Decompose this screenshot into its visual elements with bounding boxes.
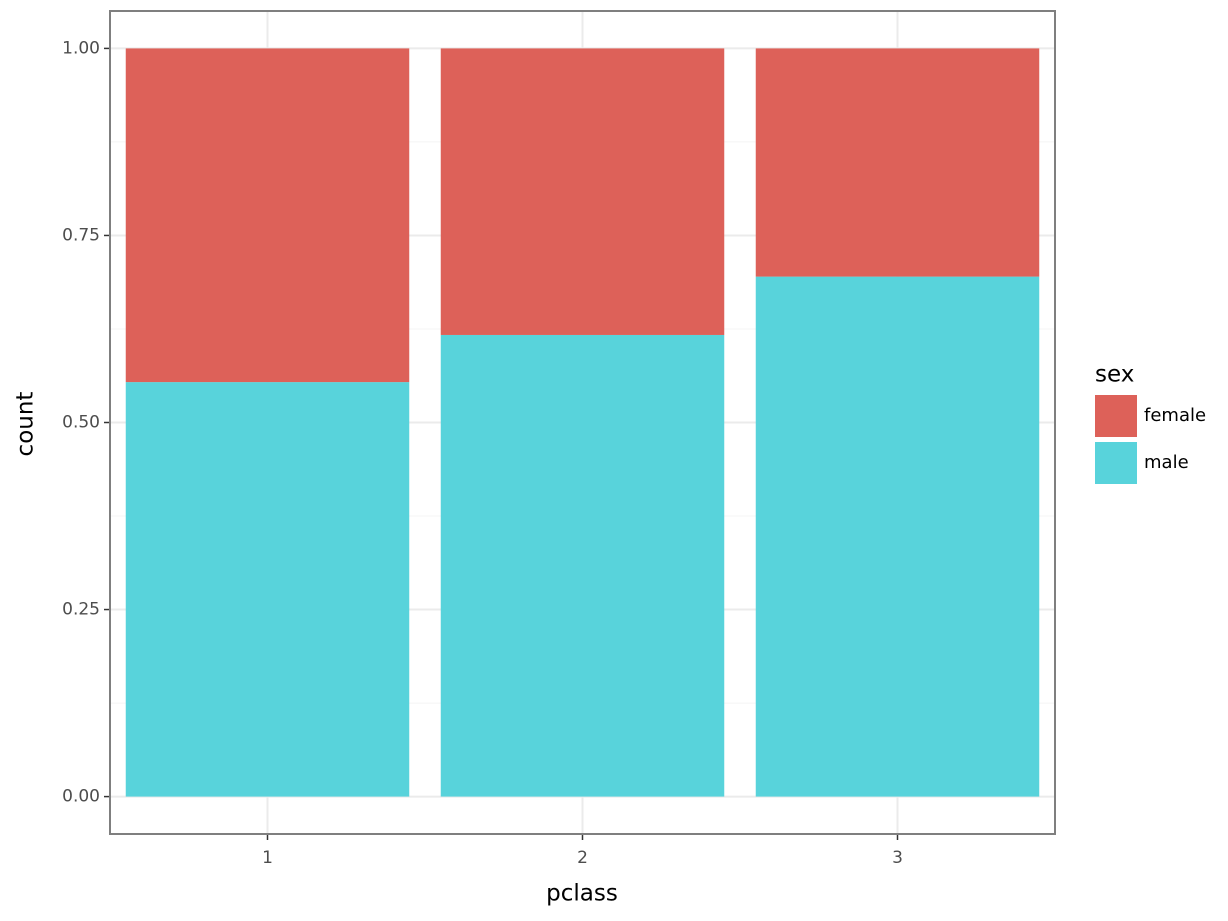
x-axis-title: pclass bbox=[546, 881, 618, 907]
bar bbox=[440, 334, 725, 797]
x-tick-label: 1 bbox=[262, 848, 273, 868]
bar bbox=[125, 382, 410, 797]
y-tick-label: 0.50 bbox=[62, 413, 100, 433]
legend-key bbox=[1095, 442, 1137, 484]
panel-border bbox=[109, 10, 1056, 835]
bar bbox=[125, 48, 410, 383]
bar bbox=[755, 276, 1040, 797]
y-tick-label: 0.25 bbox=[62, 600, 100, 620]
x-tick-label: 2 bbox=[577, 848, 588, 868]
y-tick-label: 1.00 bbox=[62, 38, 100, 58]
legend-title: sex bbox=[1095, 362, 1134, 388]
legend-label: male bbox=[1144, 452, 1189, 473]
y-tick-label: 0.75 bbox=[62, 225, 100, 245]
legend-label: female bbox=[1144, 405, 1206, 426]
y-tick-label: 0.00 bbox=[62, 787, 100, 807]
x-tick-label: 3 bbox=[892, 848, 903, 868]
bar bbox=[755, 48, 1040, 277]
y-axis-title: count bbox=[13, 392, 39, 457]
legend-key bbox=[1095, 395, 1137, 437]
bar bbox=[440, 48, 725, 335]
